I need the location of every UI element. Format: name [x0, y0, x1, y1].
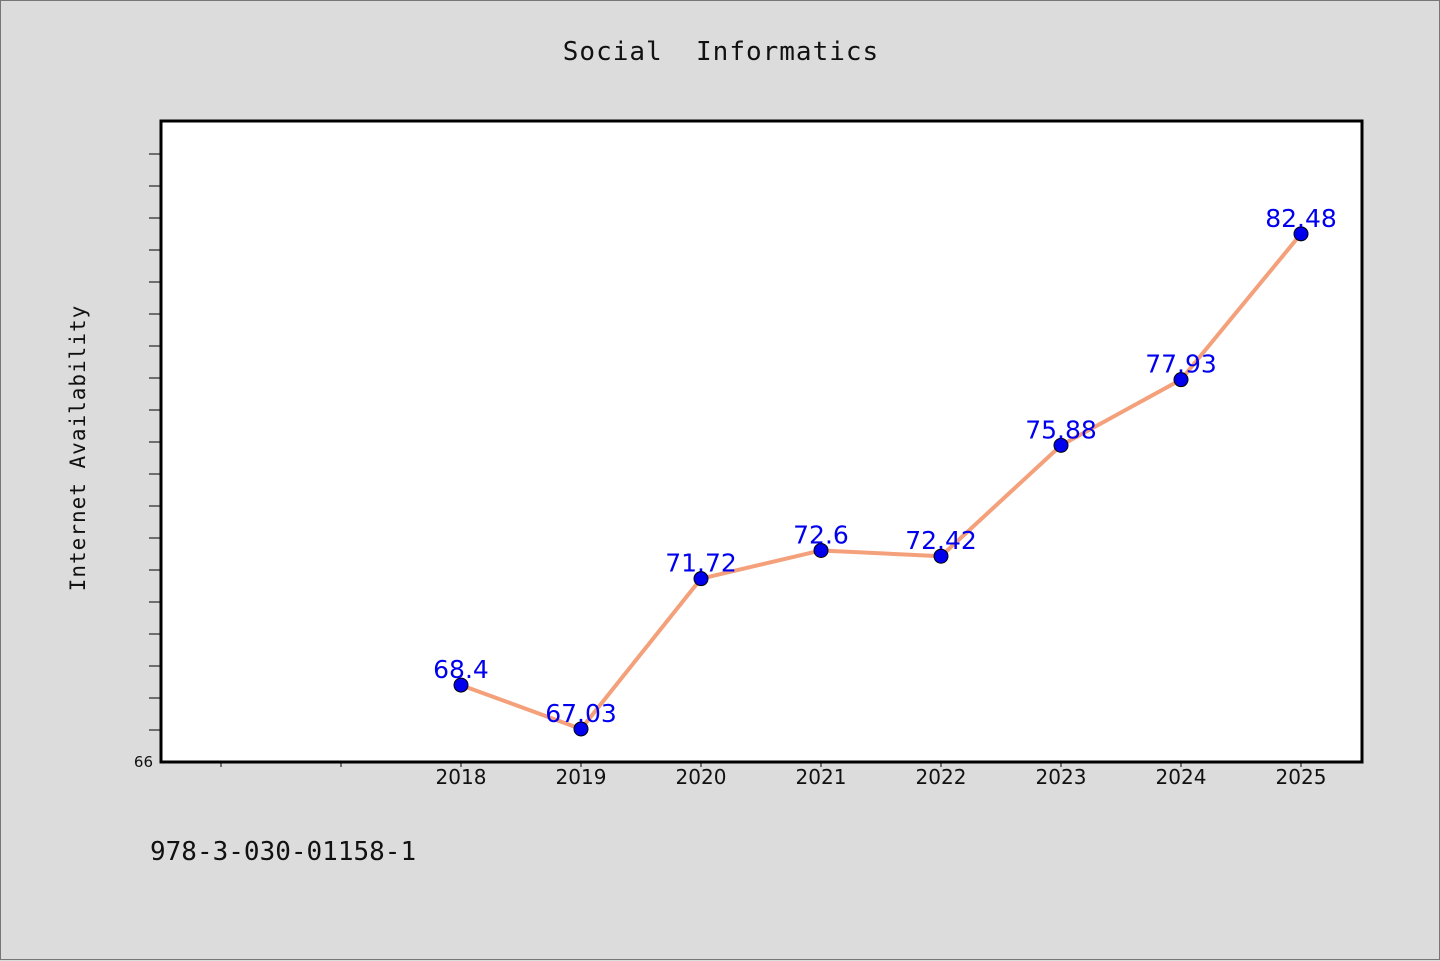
data-point [1173, 372, 1189, 388]
isbn-text: 978-3-030-01158-1 [150, 837, 417, 867]
data-point [573, 721, 589, 737]
data-point [693, 571, 709, 587]
data-point [1053, 437, 1069, 453]
data-point [813, 542, 829, 558]
data-label: 82.48 [1265, 204, 1337, 233]
x-tick-label: 2020 [676, 765, 727, 789]
data-point [933, 548, 949, 564]
x-tick-label: 2018 [436, 765, 487, 789]
x-tick-label: 2019 [556, 765, 607, 789]
series-line-group [460, 232, 1303, 731]
series-line [460, 232, 1303, 731]
data-point [1293, 226, 1309, 242]
x-tick-label: 2025 [1276, 765, 1327, 789]
x-tick-label: 2022 [916, 765, 967, 789]
x-tick-label: 2024 [1156, 765, 1207, 789]
markers-group [453, 226, 1309, 737]
data-label: 71.72 [665, 549, 737, 578]
x-tick-label: 2021 [796, 765, 847, 789]
data-label: 77.93 [1145, 350, 1217, 379]
data-point [453, 677, 469, 693]
data-labels-group: 68.4 67.03 71.72 72.6 72.42 75.88 77.93 82.48 [433, 204, 1337, 728]
plot-area [159, 119, 1364, 764]
data-label: 75.88 [1025, 415, 1097, 444]
y-tick-label: 66 [134, 753, 153, 771]
data-label: 67.03 [545, 699, 617, 728]
axis-ticks: 66 2018 2019 2020 2021 2022 2023 2024 2025 [134, 153, 1327, 789]
data-label: 72.6 [793, 520, 849, 549]
chart-title: Social Informatics [562, 37, 880, 67]
data-label: 72.42 [905, 526, 977, 555]
x-tick-label: 2023 [1036, 765, 1087, 789]
data-label: 68.4 [433, 655, 489, 684]
